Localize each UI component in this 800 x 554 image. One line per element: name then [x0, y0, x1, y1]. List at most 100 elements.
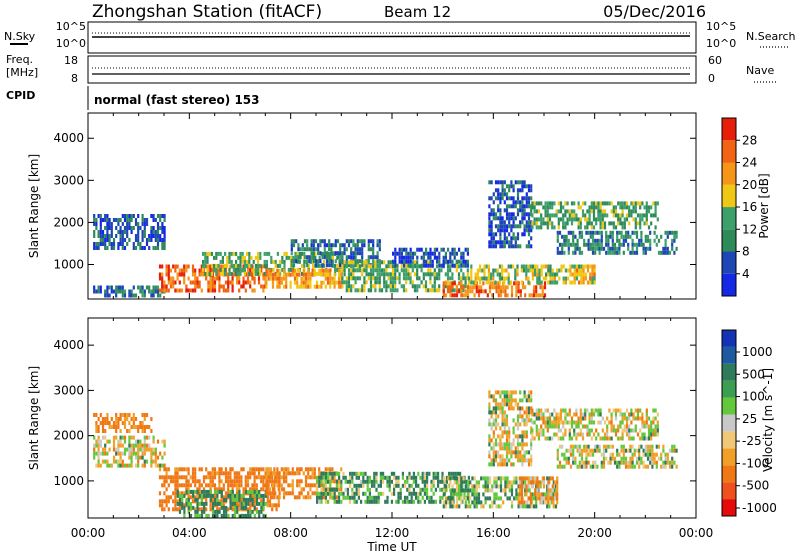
heatmap-cell: [97, 455, 100, 460]
heatmap-cell: [148, 435, 151, 440]
heatmap-cell: [514, 446, 517, 451]
heatmap-cell: [119, 285, 122, 290]
heatmap-cell: [424, 284, 428, 289]
heatmap-cell: [316, 475, 319, 480]
heatmap-cell: [497, 180, 500, 185]
heatmap-cell: [213, 483, 217, 488]
heatmap-cell: [593, 268, 596, 273]
heatmap-cell: [121, 289, 124, 294]
heatmap-cell: [238, 483, 241, 488]
heatmap-cell: [492, 212, 495, 217]
heatmap-cell: [104, 234, 107, 238]
heatmap-cell: [545, 276, 548, 281]
heatmap-cell: [194, 509, 197, 514]
heatmap-cell: [303, 259, 306, 264]
heatmap-cell: [514, 240, 517, 245]
heatmap-cell: [443, 483, 446, 488]
heatmap-cell: [238, 493, 241, 498]
heatmap-cell: [488, 228, 491, 233]
heatmap-cell: [527, 476, 530, 481]
heatmap-cell: [629, 456, 632, 461]
heatmap-cell: [463, 495, 466, 500]
heatmap-cell: [551, 272, 554, 277]
power-ylabel: Slant Range [km]: [27, 154, 41, 258]
nsky-trace: [91, 35, 691, 38]
heatmap-cell: [642, 464, 645, 469]
heatmap-cell: [333, 487, 336, 492]
heatmap-cell: [154, 289, 157, 294]
heatmap-cell: [104, 242, 107, 246]
heatmap-cell: [471, 484, 474, 489]
heatmap-cell: [251, 276, 254, 281]
heatmap-cell: [101, 238, 105, 242]
heatmap-cell: [625, 420, 629, 425]
heatmap-cell: [573, 213, 576, 218]
heatmap-cell: [438, 263, 441, 268]
heatmap-cell: [645, 408, 648, 413]
colorbar-tick-label: -100: [742, 456, 769, 470]
heatmap-cell: [333, 499, 336, 504]
heatmap-cell: [588, 428, 591, 433]
heatmap-cell: [433, 251, 436, 256]
heatmap-cell: [497, 434, 500, 439]
heatmap-cell: [258, 509, 261, 514]
heatmap-cell: [363, 280, 366, 285]
heatmap-cell: [525, 450, 528, 455]
heatmap-cell: [494, 268, 497, 273]
heatmap-cell: [393, 475, 396, 480]
heatmap-cell: [143, 246, 146, 250]
heatmap-cell: [397, 483, 400, 488]
heatmap-cell: [482, 504, 485, 509]
heatmap-cell: [194, 272, 197, 277]
heatmap-cell: [209, 493, 212, 498]
heatmap-cell: [492, 216, 495, 221]
heatmap-cell: [189, 505, 193, 510]
heatmap-cell: [564, 280, 567, 285]
heatmap-cell: [470, 268, 473, 273]
heatmap-cell: [194, 489, 197, 494]
heatmap-cell: [97, 425, 100, 429]
heatmap-cell: [564, 412, 567, 417]
heatmap-cell: [353, 499, 356, 504]
heatmap-cell: [562, 205, 565, 210]
heatmap-cell: [579, 217, 582, 222]
heatmap-cell: [295, 255, 298, 260]
heatmap-cell: [121, 421, 124, 425]
heatmap-cell: [365, 268, 368, 273]
heatmap-cell: [499, 496, 503, 501]
heatmap-cell: [566, 412, 569, 417]
heatmap-cell: [510, 504, 514, 509]
heatmap-cell: [501, 220, 504, 225]
heatmap-cell: [93, 455, 96, 460]
heatmap-cell: [517, 496, 520, 501]
heatmap-cell: [527, 418, 531, 423]
heatmap-cell: [530, 244, 533, 249]
heatmap-cell: [139, 226, 142, 230]
heatmap-cell: [167, 475, 170, 480]
heatmap-cell: [260, 284, 263, 289]
heatmap-cell: [411, 251, 414, 256]
heatmap-cell: [629, 234, 632, 239]
heatmap-cell: [488, 212, 491, 217]
heatmap-cell: [444, 488, 448, 493]
heatmap-cell: [542, 217, 545, 222]
heatmap-cell: [548, 436, 552, 441]
heatmap-cell: [329, 471, 332, 476]
heatmap-cell: [112, 242, 116, 246]
heatmap-cell: [455, 264, 458, 269]
heatmap-cell: [409, 272, 412, 277]
heatmap-cell: [161, 507, 164, 512]
heatmap-cell: [205, 483, 208, 488]
heatmap-cell: [331, 280, 334, 285]
heatmap-cell: [416, 272, 419, 277]
heatmap-cell: [471, 500, 474, 505]
heatmap-cell: [265, 475, 268, 480]
heatmap-cell: [95, 451, 98, 456]
heatmap-cell: [333, 280, 336, 285]
heatmap-cell: [387, 276, 390, 281]
heatmap-cell: [527, 220, 531, 225]
heatmap-cell: [363, 276, 366, 281]
heatmap-cell: [209, 503, 212, 508]
heatmap-cell: [383, 284, 386, 289]
heatmap-cell: [408, 483, 411, 488]
